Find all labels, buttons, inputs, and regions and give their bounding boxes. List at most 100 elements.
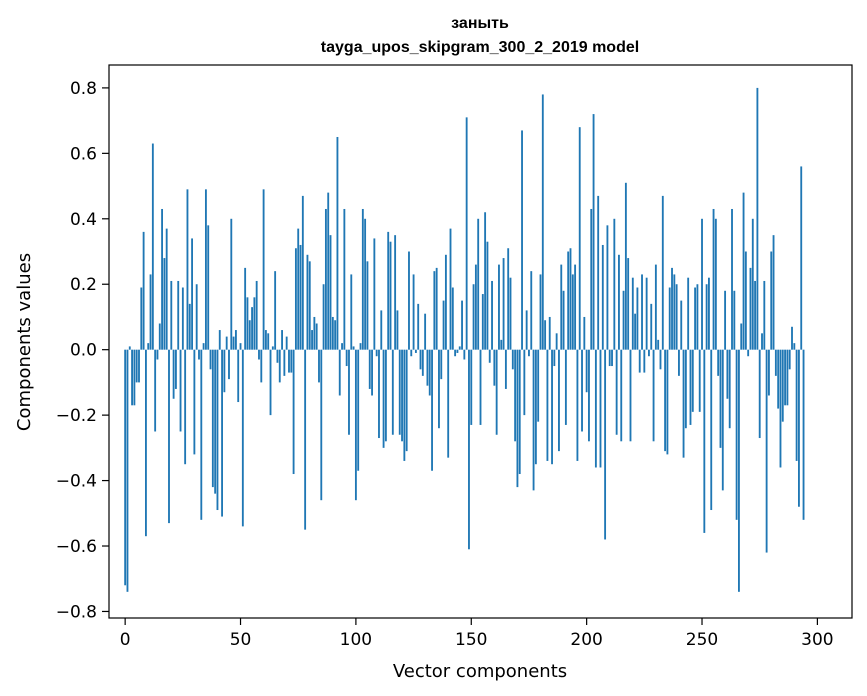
bar (442, 300, 445, 350)
bar (678, 349, 680, 376)
bar (643, 349, 646, 373)
bar (461, 300, 463, 350)
bar (364, 218, 367, 350)
bar (334, 320, 337, 350)
bar (613, 218, 616, 350)
x-tick-label: 150 (455, 630, 487, 650)
bar (251, 307, 253, 350)
bar (468, 349, 470, 550)
bar (754, 280, 757, 350)
chart-subtitle: tayga_upos_skipgram_300_2_2019 model (321, 39, 639, 56)
bar (795, 349, 798, 461)
bar (539, 274, 542, 350)
bar (276, 349, 279, 363)
bar (234, 330, 237, 350)
bar (558, 349, 560, 452)
bar (733, 290, 736, 350)
bar (525, 310, 528, 350)
bar (560, 264, 563, 350)
bar (684, 349, 687, 429)
bar (634, 313, 637, 350)
bar (546, 349, 549, 461)
bar (149, 274, 152, 350)
bar (768, 349, 770, 396)
bar (479, 349, 482, 425)
bar (521, 130, 523, 350)
bar (440, 349, 443, 380)
bar (161, 208, 163, 350)
bar (588, 349, 590, 442)
bar (486, 241, 489, 350)
bar (371, 349, 373, 396)
y-tick-label: 0.6 (70, 144, 97, 164)
bar (636, 287, 639, 350)
bar (682, 349, 685, 458)
bar (724, 290, 727, 350)
bar (352, 346, 355, 350)
bar (493, 349, 496, 386)
bar (627, 258, 630, 350)
bar (583, 316, 586, 350)
bar (258, 349, 260, 360)
bar (221, 349, 223, 517)
bar (788, 349, 791, 370)
ticks-group: 0 50 100 150 200 250 300 −0.8 −0.6 −0.4 −0.2 0.0 0.2… (56, 79, 834, 650)
bar (620, 349, 623, 442)
bar (124, 349, 127, 586)
bar (230, 218, 233, 350)
bar (147, 343, 150, 350)
bar (168, 349, 170, 524)
bar (719, 349, 722, 448)
bar (255, 280, 258, 350)
bar (131, 349, 133, 406)
bar (424, 313, 427, 350)
bar (288, 349, 290, 373)
y-tick-label: −0.2 (56, 406, 97, 426)
bar (606, 225, 609, 350)
x-tick-label: 250 (686, 630, 718, 650)
bar (431, 349, 433, 471)
bar (701, 218, 703, 350)
x-tick-label: 50 (230, 630, 252, 650)
bar (269, 349, 272, 416)
bar (698, 349, 701, 412)
bar (421, 349, 424, 376)
bar (800, 166, 803, 350)
y-tick-label: 0.2 (70, 275, 97, 295)
bar (777, 349, 780, 409)
bar (278, 349, 281, 383)
bar (253, 297, 256, 350)
bar (145, 349, 147, 537)
bar (435, 267, 438, 350)
bar (507, 248, 510, 350)
bar (389, 241, 392, 350)
bar (537, 349, 540, 422)
bar (297, 228, 300, 350)
bar (304, 349, 307, 530)
y-axis-label: Components values (14, 253, 35, 431)
bar (657, 339, 660, 350)
bar (648, 349, 650, 357)
bar (774, 349, 777, 376)
bar (735, 349, 738, 520)
bar (322, 284, 325, 350)
bar (680, 300, 683, 350)
bar (262, 189, 265, 350)
bar (511, 349, 514, 370)
bar (412, 274, 415, 350)
bar (516, 349, 519, 488)
bar (631, 277, 634, 350)
bar (444, 254, 447, 350)
bar (165, 228, 168, 350)
bar (177, 280, 180, 350)
bar (336, 136, 339, 350)
bar (264, 330, 267, 350)
bar (384, 349, 387, 442)
bar (163, 258, 166, 350)
bar (671, 267, 673, 350)
bar (749, 267, 752, 350)
bar (378, 349, 380, 439)
bar (786, 349, 789, 406)
bar (306, 254, 309, 350)
